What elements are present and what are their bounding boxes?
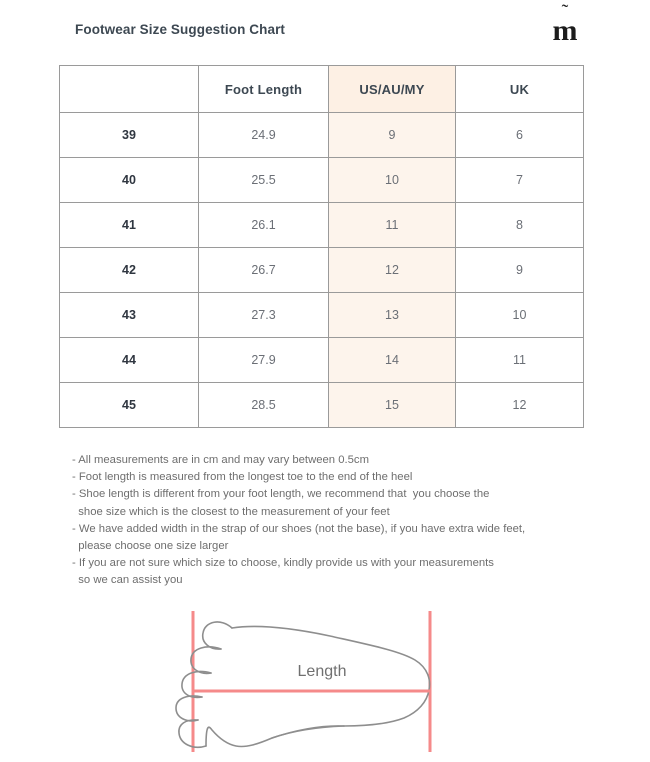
cell-foot-length: 28.5 — [198, 382, 329, 428]
foot-outline-icon — [175, 621, 431, 749]
note-line: - All measurements are in cm and may var… — [72, 454, 369, 466]
table-row: 42 26.7 12 9 — [59, 247, 584, 293]
note-line: - Foot length is measured from the longe… — [72, 471, 413, 484]
table-row: 39 24.9 9 6 — [59, 112, 584, 158]
note-line: so we can assist you — [72, 574, 183, 587]
table-row: 40 25.5 10 7 — [59, 157, 584, 203]
note-line: please choose one size larger — [72, 540, 229, 553]
cell-size: 43 — [59, 292, 199, 338]
cell-uk: 10 — [455, 292, 584, 338]
table-header-row: Foot Length US/AU/MY UK — [59, 65, 584, 113]
cell-us-au-my: 13 — [328, 292, 456, 338]
column-header-uk: UK — [455, 65, 584, 113]
brand-logo: ˜ m — [548, 2, 582, 50]
length-label: Length — [298, 663, 347, 680]
cell-uk: 9 — [455, 247, 584, 293]
column-header-size — [59, 65, 199, 113]
table-header: Foot Length US/AU/MY UK — [59, 65, 584, 113]
cell-foot-length: 27.3 — [198, 292, 329, 338]
table-row: 45 28.5 15 12 — [59, 382, 584, 428]
column-header-us-au-my: US/AU/MY — [328, 65, 456, 113]
cell-size: 42 — [59, 247, 199, 293]
logo-tilde-icon: ˜ — [561, 1, 569, 23]
notes-list: - All measurements are in cm and may var… — [72, 452, 612, 590]
table-row: 41 26.1 11 8 — [59, 202, 584, 248]
table-row: 43 27.3 13 10 — [59, 292, 584, 338]
table-body: 39 24.9 9 6 40 25.5 10 7 41 26.1 11 8 — [59, 112, 584, 428]
note-line: - We have added width in the strap of ou… — [72, 522, 526, 535]
cell-us-au-my: 10 — [328, 157, 456, 203]
cell-size: 41 — [59, 202, 199, 248]
size-table-container: Foot Length US/AU/MY UK 39 24.9 9 6 40 2… — [59, 65, 584, 428]
cell-foot-length: 24.9 — [198, 112, 329, 158]
cell-uk: 12 — [455, 382, 584, 428]
cell-size: 45 — [59, 382, 199, 428]
cell-size: 44 — [59, 337, 199, 383]
note-line: - If you are not sure which size to choo… — [72, 557, 494, 570]
cell-us-au-my: 12 — [328, 247, 456, 293]
cell-foot-length: 26.1 — [198, 202, 329, 248]
foot-measurement-diagram: Length — [0, 598, 650, 762]
cell-us-au-my: 15 — [328, 382, 456, 428]
cell-us-au-my: 9 — [328, 112, 456, 158]
cell-foot-length: 27.9 — [198, 337, 329, 383]
cell-uk: 8 — [455, 202, 584, 248]
cell-size: 39 — [59, 112, 199, 158]
size-table: Foot Length US/AU/MY UK 39 24.9 9 6 40 2… — [59, 65, 584, 428]
cell-uk: 6 — [455, 112, 584, 158]
cell-foot-length: 25.5 — [198, 157, 329, 203]
logo-letter: m — [552, 14, 578, 47]
cell-size: 40 — [59, 157, 199, 203]
cell-foot-length: 26.7 — [198, 247, 329, 293]
cell-uk: 11 — [455, 337, 584, 383]
note-line: - Shoe length is different from your foo… — [72, 488, 490, 501]
column-header-foot-length: Foot Length — [198, 65, 329, 113]
cell-uk: 7 — [455, 157, 584, 203]
note-line: shoe size which is the closest to the me… — [72, 505, 390, 518]
cell-us-au-my: 11 — [328, 202, 456, 248]
page-header: Footwear Size Suggestion Chart ˜ m — [0, 0, 650, 62]
cell-us-au-my: 14 — [328, 337, 456, 383]
page-title: Footwear Size Suggestion Chart — [75, 22, 286, 37]
table-row: 44 27.9 14 11 — [59, 337, 584, 383]
